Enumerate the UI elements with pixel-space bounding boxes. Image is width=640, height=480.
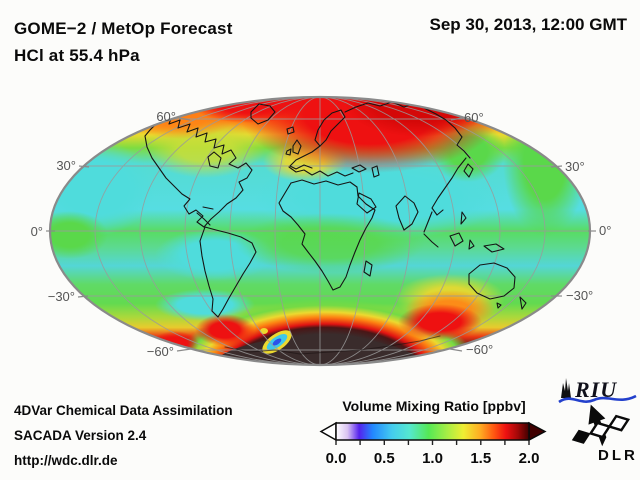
dlr-logo-text: DLR: [598, 447, 638, 464]
colorbar-arrow-right: [528, 421, 547, 442]
credit-line-1: 4DVar Chemical Data Assimilation: [14, 403, 233, 418]
credits: 4DVar Chemical Data Assimilation SACADA …: [14, 398, 233, 473]
rhine-wave-icon: [558, 394, 637, 404]
colorbar-tick-0.5: 0.5: [374, 450, 395, 467]
colorbar-title: Volume Mixing Ratio [ppbv]: [342, 398, 525, 414]
lat-label-right-30: 30°: [565, 159, 585, 174]
dlr-bird-icon: [571, 404, 631, 447]
lat-label-left-m60: −60°: [147, 344, 174, 359]
title-line-2: HCl at 55.4 hPa: [14, 46, 140, 65]
colorbar-tick-1.0: 1.0: [422, 450, 443, 467]
lat-label-right-m60: −60°: [466, 342, 493, 357]
colorbar-tick-0.0: 0.0: [326, 450, 347, 467]
cathedral-icon: [561, 378, 571, 398]
riu-logo: RIU: [558, 377, 637, 404]
lat-label-left-m30: −30°: [48, 289, 75, 304]
lat-label-right-60: 60°: [464, 110, 484, 125]
colorbar-tick-1.5: 1.5: [470, 450, 491, 467]
colorbar-tick-2.0: 2.0: [519, 450, 540, 467]
lat-label-left-30: 30°: [56, 158, 76, 173]
lat-label-left-0: 0°: [31, 224, 43, 239]
lat-label-left-60: 60°: [156, 109, 176, 124]
lat-label-right-0: 0°: [599, 223, 611, 238]
colorbar-tick-marks: [335, 440, 530, 445]
mixing-ratio-field: [50, 97, 590, 365]
lat-label-right-m30: −30°: [566, 288, 593, 303]
colorbar-gradient: [335, 422, 530, 441]
timestamp: Sep 30, 2013, 12:00 GMT: [429, 15, 628, 34]
dlr-logo: DLR: [571, 404, 638, 464]
colorbar-arrow-left: [319, 421, 337, 442]
credit-line-2: SACADA Version 2.4: [14, 428, 147, 443]
colorbar: Volume Mixing Ratio [ppbv] 0.0 0.5 1.0 1…: [319, 398, 547, 467]
coastlines: [144, 101, 527, 355]
latitude-labels: 60° 30° 0° −30° −60° 60° 30° 0° −30° −60…: [31, 109, 612, 359]
credit-url: http://wdc.dlr.de: [14, 453, 118, 468]
polar-anomaly-patch: [262, 330, 292, 354]
latitude-ticks: [46, 117, 596, 352]
title-line-1: GOME−2 / MetOp Forecast: [14, 19, 233, 38]
page-title: GOME−2 / MetOp Forecast HCl at 55.4 hPa: [14, 15, 233, 69]
